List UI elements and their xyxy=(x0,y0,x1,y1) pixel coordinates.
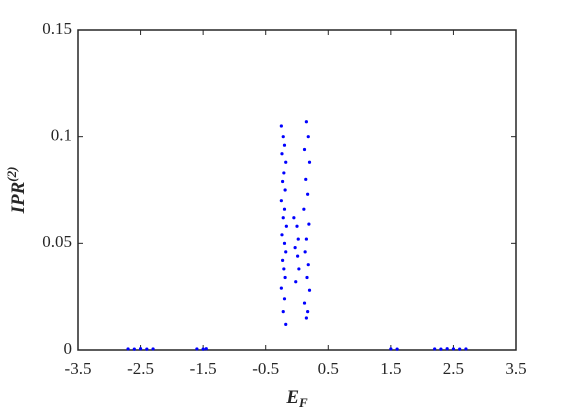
point xyxy=(433,347,437,351)
point xyxy=(204,347,208,351)
point xyxy=(458,347,462,351)
point xyxy=(138,347,143,351)
point xyxy=(284,224,288,228)
x-tick-label: 3.5 xyxy=(505,359,526,378)
x-label-main: E xyxy=(285,387,299,408)
x-tick-label: 1.5 xyxy=(380,359,401,378)
point xyxy=(280,152,284,156)
point xyxy=(305,275,309,280)
point xyxy=(279,124,283,128)
point xyxy=(307,222,311,226)
point xyxy=(281,310,285,314)
point xyxy=(132,347,136,351)
point xyxy=(451,347,456,351)
point xyxy=(304,316,308,320)
point xyxy=(126,347,130,351)
x-label-sub: F xyxy=(298,395,308,410)
point xyxy=(296,237,300,241)
y-tick-label: 0.1 xyxy=(51,126,72,145)
y-label-sup: (2) xyxy=(4,167,19,182)
x-tick-label: 2.5 xyxy=(443,359,464,378)
point xyxy=(282,267,286,271)
x-tick-label: -1.5 xyxy=(190,359,217,378)
point xyxy=(306,135,310,139)
point xyxy=(280,233,284,237)
point xyxy=(151,347,155,351)
point xyxy=(279,286,283,290)
point xyxy=(195,347,199,351)
point xyxy=(281,216,285,220)
point xyxy=(306,310,310,314)
point xyxy=(302,207,306,211)
point xyxy=(304,177,308,181)
x-tick-label: -2.5 xyxy=(127,359,154,378)
point xyxy=(302,147,307,152)
point xyxy=(304,237,308,241)
point xyxy=(283,275,287,280)
point xyxy=(302,301,307,305)
point xyxy=(395,347,399,351)
point xyxy=(281,258,285,262)
point xyxy=(439,347,443,351)
point xyxy=(201,347,205,351)
x-axis-label: EF xyxy=(285,387,308,410)
point xyxy=(282,171,286,175)
x-tick-label: -0.5 xyxy=(252,359,279,378)
point xyxy=(306,263,310,267)
point xyxy=(284,250,288,254)
point xyxy=(284,160,288,164)
point xyxy=(284,322,288,326)
point xyxy=(283,188,287,192)
point xyxy=(307,160,312,164)
point xyxy=(145,347,149,351)
point xyxy=(297,267,301,271)
point xyxy=(445,347,449,351)
point xyxy=(281,135,285,139)
y-axis-label: IPR(2) xyxy=(4,167,29,215)
y-tick-label: 0 xyxy=(64,339,73,358)
y-tick-label: 0.15 xyxy=(42,19,72,38)
point xyxy=(281,179,285,184)
y-label-main: IPR xyxy=(8,182,29,215)
point xyxy=(294,280,298,284)
point xyxy=(304,120,308,124)
point xyxy=(464,347,468,351)
point xyxy=(295,224,299,228)
point xyxy=(282,297,287,301)
point xyxy=(282,207,287,211)
point xyxy=(282,143,287,147)
plot-frame xyxy=(77,29,517,351)
point xyxy=(293,246,297,250)
point xyxy=(292,216,296,220)
x-tick-label: -3.5 xyxy=(65,359,92,378)
point xyxy=(303,250,307,254)
x-tick-label: 0.5 xyxy=(318,359,339,378)
point xyxy=(307,288,312,292)
point xyxy=(282,241,287,245)
point xyxy=(296,254,300,258)
point xyxy=(389,347,393,351)
point xyxy=(306,192,310,196)
point xyxy=(279,199,283,203)
y-tick-label: 0.05 xyxy=(42,232,72,251)
